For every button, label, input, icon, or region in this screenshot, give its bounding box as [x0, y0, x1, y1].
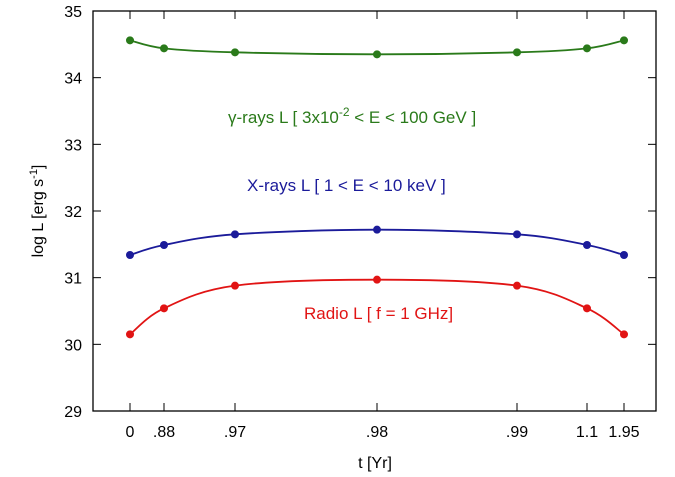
y-tick-label: 35 [64, 4, 82, 21]
data-point-radio [513, 281, 521, 290]
y-tick-label: 29 [64, 404, 82, 421]
series-label-gamma: γ-rays L [ 3x10-2 < E < 100 GeV ] [228, 105, 476, 127]
data-point-radio [583, 304, 591, 313]
x-tick-label: .97 [224, 424, 246, 441]
data-point-xrays [231, 230, 239, 239]
y-axis-label: log L [erg s-1] [28, 165, 47, 258]
x-tick-label: 1.95 [608, 424, 639, 441]
x-tick-label: 1.1 [576, 424, 598, 441]
x-tick-label: .99 [506, 424, 528, 441]
data-point-radio [373, 275, 381, 284]
data-point-xrays [620, 251, 628, 259]
y-tick-label: 30 [64, 337, 82, 354]
plot-frame [92, 10, 657, 412]
data-point-radio [160, 304, 168, 313]
data-point-xrays [513, 230, 521, 239]
data-point-radio [231, 281, 239, 290]
data-point-radio [620, 330, 628, 339]
y-tick-label: 31 [64, 271, 82, 288]
data-point-xrays [583, 241, 591, 249]
data-point-gamma [373, 50, 381, 59]
data-point-gamma [160, 44, 168, 53]
y-tick-label: 34 [64, 71, 82, 88]
data-point-gamma [620, 36, 628, 45]
y-tick-label: 33 [64, 137, 82, 154]
data-point-radio [126, 330, 134, 339]
x-tick-label: .88 [153, 424, 175, 441]
series-label-xrays: X-rays L [ 1 < E < 10 keV ] [247, 176, 446, 195]
x-tick-label: .98 [366, 424, 388, 441]
data-point-xrays [160, 241, 168, 249]
x-tick-label: 0 [126, 424, 135, 441]
data-point-gamma [231, 48, 239, 57]
y-tick-label: 32 [64, 204, 82, 221]
data-point-gamma [513, 48, 521, 57]
data-point-xrays [373, 225, 381, 234]
x-axis-label: t [Yr] [358, 455, 392, 472]
data-point-xrays [126, 251, 134, 259]
data-point-gamma [583, 44, 591, 53]
data-point-gamma [126, 36, 134, 45]
series-label-radio: Radio L [ f = 1 GHz] [304, 304, 453, 323]
